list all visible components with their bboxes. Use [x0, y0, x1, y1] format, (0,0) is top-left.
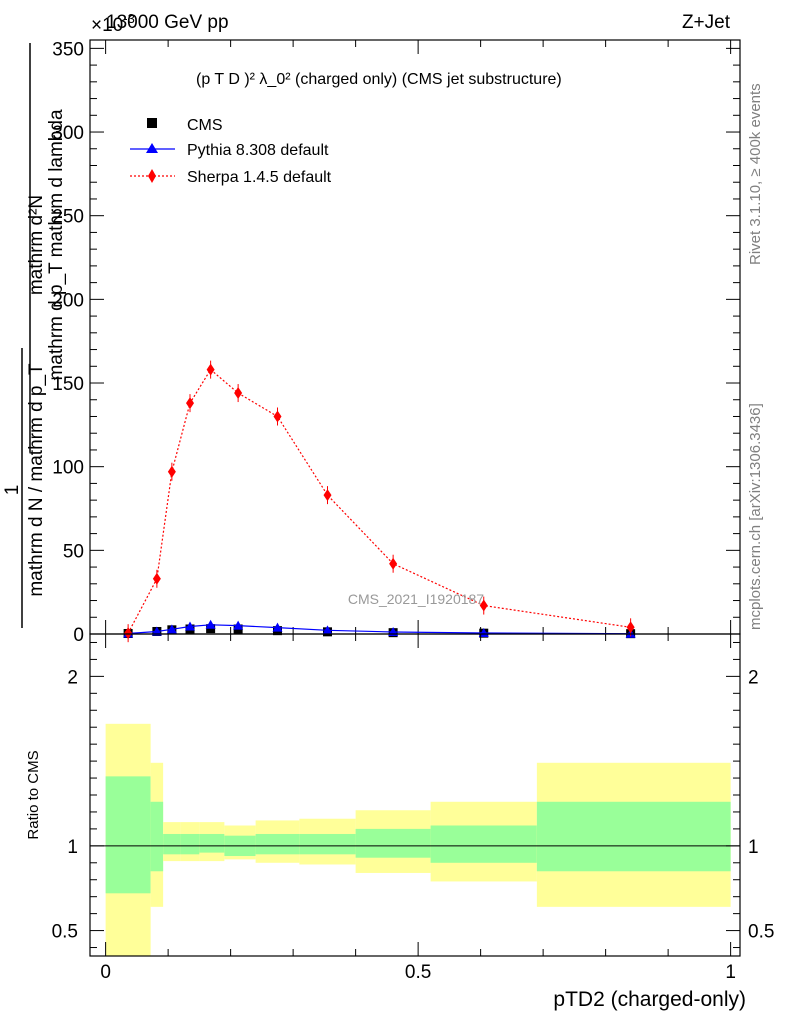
main-plot-panel: 0 50 100 150 200 250 300 350: [52, 39, 741, 646]
pythia-point: [233, 620, 244, 630]
pythia-point: [205, 619, 216, 629]
main-y-tick-label: 150: [52, 374, 84, 395]
ratio-band-inner: [163, 833, 181, 855]
main-y-tick-label: 250: [52, 207, 84, 228]
mcplots-label: mcplots.cern.ch [arXiv:1306.3436]: [747, 403, 764, 630]
sherpa-point: [479, 599, 488, 612]
main-y-tick-label: 50: [63, 541, 84, 562]
legend-cms-label: CMS: [187, 117, 223, 134]
legend: CMS Pythia 8.308 default Sherpa 1.4.5 de…: [130, 117, 332, 186]
process-right: Z+Jet: [682, 12, 731, 33]
main-y-tick-label: 200: [52, 290, 84, 311]
pythia-point: [166, 624, 177, 634]
ratio-band-inner: [255, 833, 300, 855]
x-axis-label: pTD2 (charged-only): [553, 988, 746, 1011]
y-label-mid: mathrm d p_T mathrm d lambda: [46, 109, 67, 380]
main-y-tick-label: 100: [52, 458, 84, 479]
ratio-x-tick-label: 1: [725, 962, 736, 983]
ratio-x-tick-label: 0: [100, 962, 111, 983]
ratio-band-inner: [199, 833, 225, 853]
legend-sherpa-label: Sherpa 1.4.5 default: [187, 169, 332, 186]
ratio-band-inner: [299, 833, 356, 855]
ratio-y-tick-label-right: 1: [748, 837, 759, 858]
sherpa-point: [206, 363, 215, 376]
main-y-tick-label: 0: [73, 625, 84, 646]
sherpa-point: [234, 387, 243, 400]
main-y-tick-label: 300: [52, 123, 84, 144]
process-left: 13000 GeV pp: [106, 12, 229, 33]
ratio-band-inner: [355, 828, 431, 858]
pythia-point: [478, 627, 489, 637]
ratio-y-tick-label-right: 0.5: [748, 922, 774, 943]
sherpa-point: [152, 572, 161, 585]
sherpa-point: [167, 465, 176, 478]
main-y-tick-label: 350: [52, 39, 84, 60]
sherpa-point: [389, 557, 398, 570]
y-label-top: mathrm d²N: [26, 195, 47, 295]
legend-pythia-marker: [146, 143, 158, 153]
ratio-band-inner: [180, 833, 200, 855]
ratio-band-inner: [430, 825, 537, 863]
pythia-point: [322, 625, 333, 635]
ratio-plot-panel: 0 0.5 1 0.5 0.5 1 1 2 2: [52, 633, 774, 983]
ratio-y-tick-label-right: 2: [748, 667, 759, 688]
sherpa-point: [186, 397, 194, 410]
ratio-band-inner: [105, 776, 151, 894]
ratio-band-inner: [536, 801, 731, 872]
legend-pythia-label: Pythia 8.308 default: [187, 142, 329, 159]
pythia-line: [128, 624, 631, 635]
ratio-x-tick-label: 0.5: [405, 962, 431, 983]
ratio-y-tick-label-left: 2: [67, 667, 78, 688]
watermark: CMS_2021_I1920187: [348, 591, 484, 607]
y-label-bottom: mathrm d N / mathrm d p_T: [26, 363, 47, 597]
pythia-point: [151, 626, 162, 636]
exponent-label: ×10-3: [91, 11, 135, 36]
legend-cms-marker: [147, 118, 157, 128]
sherpa-point: [124, 627, 133, 640]
ratio-y-tick-label-left: 1: [67, 837, 78, 858]
rivet-label: Rivet 3.1.10, ≥ 400k events: [747, 83, 764, 265]
ratio-y-label: Ratio to CMS: [25, 750, 42, 839]
sherpa-point: [273, 410, 282, 423]
y-label-one: 1: [2, 485, 23, 496]
pythia-point: [185, 621, 195, 631]
pythia-point: [272, 622, 283, 632]
sherpa-point: [323, 489, 332, 502]
sherpa-point: [626, 621, 635, 634]
ratio-band-inner: [150, 801, 164, 872]
observable-title: (p T D )² λ_0² (charged only) (CMS jet s…: [196, 71, 562, 88]
legend-sherpa-marker: [148, 169, 156, 183]
ratio-y-tick-label-left: 0.5: [52, 922, 78, 943]
